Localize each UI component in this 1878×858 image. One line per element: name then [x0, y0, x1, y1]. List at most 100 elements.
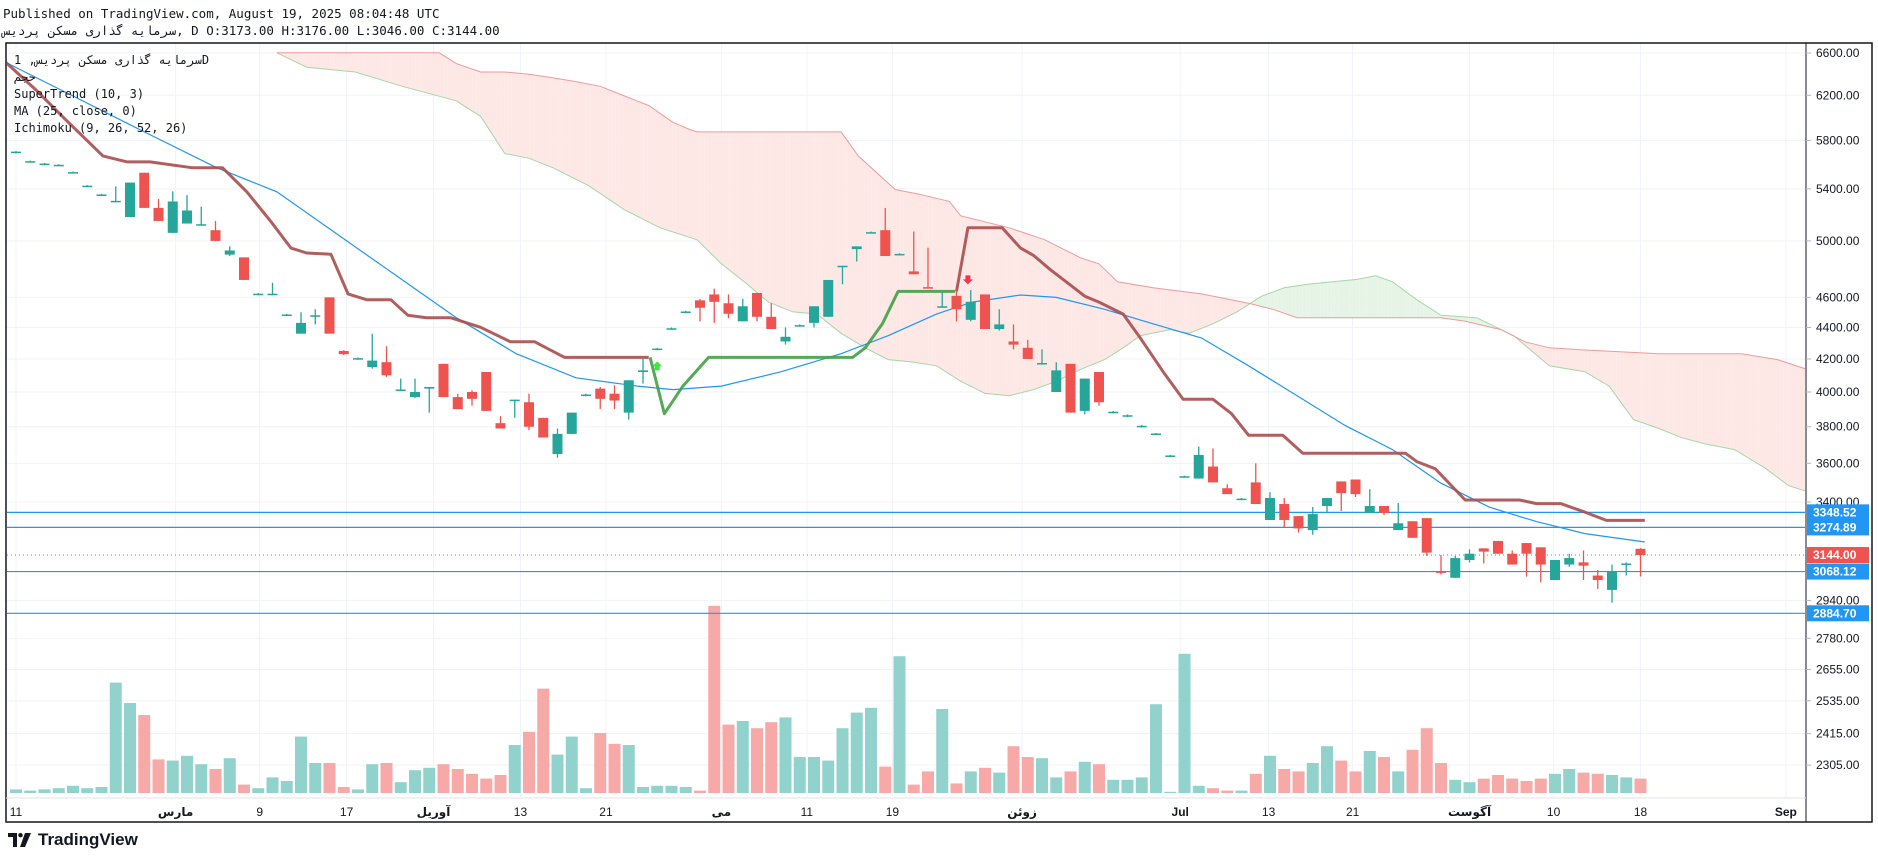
- candle-body: [253, 293, 264, 296]
- cloud-segment: [319, 52, 324, 69]
- volume-bar: [1406, 749, 1419, 793]
- volume-bar: [451, 769, 464, 793]
- cloud-segment: [1324, 282, 1328, 318]
- candle: [965, 290, 976, 322]
- legend-volume[interactable]: حجم: [14, 70, 36, 84]
- time-axis[interactable]: 11 مارس 9 17 آوریل 13 21 می 11 19 زوئن Jul 13 21 آگوست…: [10, 804, 1797, 820]
- candle-body: [11, 151, 21, 154]
- cloud-segment: [618, 93, 623, 209]
- candle: [652, 347, 663, 351]
- cloud-segment: [1167, 289, 1171, 331]
- candle: [353, 357, 363, 360]
- cloud-segment: [690, 129, 694, 239]
- cloud-segment: [579, 82, 584, 183]
- symbol-ohlc-line: سرمایه گذاری مسکن پردیس, D O:3173.00 H:3…: [3, 23, 500, 38]
- volume-bar: [508, 745, 521, 793]
- cloud-segment: [1559, 348, 1563, 369]
- volume-bar: [323, 763, 336, 793]
- cloud-segment: [1780, 360, 1784, 482]
- volume-bar: [1192, 785, 1205, 793]
- volume-bar: [38, 789, 51, 793]
- volume-bar: [765, 722, 778, 793]
- candle: [951, 290, 962, 322]
- candle-body: [1592, 575, 1603, 581]
- cloud-segment: [1227, 299, 1232, 317]
- candle-body: [652, 348, 663, 351]
- cloud-segment: [825, 131, 829, 324]
- cloud-segment: [1591, 350, 1595, 378]
- candle-body: [780, 336, 791, 342]
- candle: [210, 220, 221, 241]
- candle-body: [1179, 476, 1190, 478]
- cloud-segment: [729, 131, 733, 273]
- candle-body: [766, 316, 777, 330]
- cloud-segment: [576, 81, 580, 182]
- volume-bar: [52, 788, 65, 793]
- legend-supertrend[interactable]: SuperTrend (10, 3): [14, 87, 144, 101]
- legend-ma[interactable]: MA (25, close, 0): [14, 104, 137, 118]
- volume-bar: [1321, 746, 1333, 793]
- supertrend-down-segment: [7, 61, 649, 359]
- cloud-segment: [515, 73, 520, 157]
- candle: [1136, 424, 1147, 428]
- candle-body: [980, 294, 990, 330]
- cloud-segment: [932, 197, 936, 366]
- candle-body: [951, 295, 962, 310]
- cloud-segment: [707, 131, 712, 254]
- cloud-segment: [604, 87, 609, 199]
- price-tick-label: 2940.00: [1816, 593, 1860, 607]
- volume-bar: [24, 790, 37, 793]
- cloud-segment: [1527, 342, 1531, 350]
- volume-bar: [1463, 782, 1476, 793]
- cloud-segment: [1712, 353, 1717, 446]
- candle: [1079, 378, 1090, 415]
- candle: [1307, 507, 1318, 535]
- price-tick-label: 4400.00: [1816, 320, 1860, 334]
- cloud-segment: [1203, 294, 1207, 328]
- cloud-segment: [383, 52, 388, 82]
- candle: [96, 193, 107, 196]
- horizontal-lines[interactable]: [7, 511, 1805, 614]
- cloud-segment: [1359, 278, 1364, 318]
- cloud-segment: [533, 74, 537, 162]
- cloud-segment: [1427, 306, 1432, 318]
- cloud-segment: [750, 131, 755, 291]
- candle: [1265, 492, 1275, 520]
- candle-body: [880, 230, 891, 256]
- volume-bar: [1591, 773, 1604, 793]
- candle-body: [1222, 488, 1233, 495]
- cloud-segment: [1017, 230, 1022, 394]
- cloud-segment: [615, 92, 619, 206]
- cloud-segment: [1423, 304, 1428, 318]
- cloud-segment: [1801, 367, 1805, 491]
- price-axis[interactable]: 6600.00 6200.00 5800.00 5400.00 5000.00 4600.…: [1806, 46, 1860, 772]
- cloud-segment: [1192, 292, 1196, 332]
- cloud-segment: [661, 114, 666, 230]
- cloud-segment: [483, 72, 487, 127]
- candle: [1564, 553, 1575, 567]
- candle-body: [167, 201, 178, 233]
- cloud-segment: [355, 52, 359, 74]
- legend-ichimoku[interactable]: Ichimoku (9, 26, 52, 26): [14, 121, 187, 135]
- cloud-segment: [543, 76, 548, 166]
- cloud-segment: [372, 52, 377, 79]
- candle: [1478, 548, 1489, 564]
- cloud-segment: [1238, 301, 1243, 311]
- candle-body: [1393, 523, 1404, 531]
- volume-bar: [394, 782, 407, 793]
- volume-bar: [352, 789, 364, 793]
- time-tick-label: 13: [1262, 805, 1276, 819]
- candle-body: [794, 325, 805, 327]
- candle: [310, 309, 321, 325]
- volume-bar: [1064, 771, 1077, 793]
- time-tick-label: 13: [514, 805, 528, 819]
- cloud-segment: [939, 198, 943, 370]
- tradingview-logo[interactable]: TradingView: [8, 830, 138, 850]
- ichimoku-span-a: [276, 52, 1805, 492]
- cloud-segment: [850, 144, 854, 341]
- cloud-segment: [1470, 317, 1474, 324]
- candle-body: [96, 194, 107, 196]
- cloud-segment: [1733, 353, 1738, 452]
- cloud-segment: [1395, 283, 1399, 318]
